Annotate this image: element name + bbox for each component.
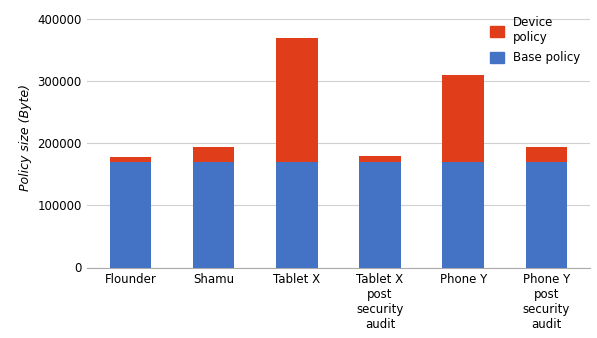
Bar: [193, 147, 235, 162]
Bar: [525, 147, 567, 162]
Bar: [276, 38, 318, 162]
Y-axis label: Policy size (Byte): Policy size (Byte): [19, 84, 32, 191]
Bar: [525, 162, 567, 267]
Bar: [110, 157, 151, 162]
Bar: [442, 162, 484, 267]
Bar: [359, 162, 401, 267]
Bar: [359, 156, 401, 162]
Bar: [193, 162, 235, 267]
Bar: [110, 162, 151, 267]
Bar: [442, 75, 484, 162]
Legend: Device
policy, Base policy: Device policy, Base policy: [486, 13, 584, 68]
Bar: [276, 162, 318, 267]
